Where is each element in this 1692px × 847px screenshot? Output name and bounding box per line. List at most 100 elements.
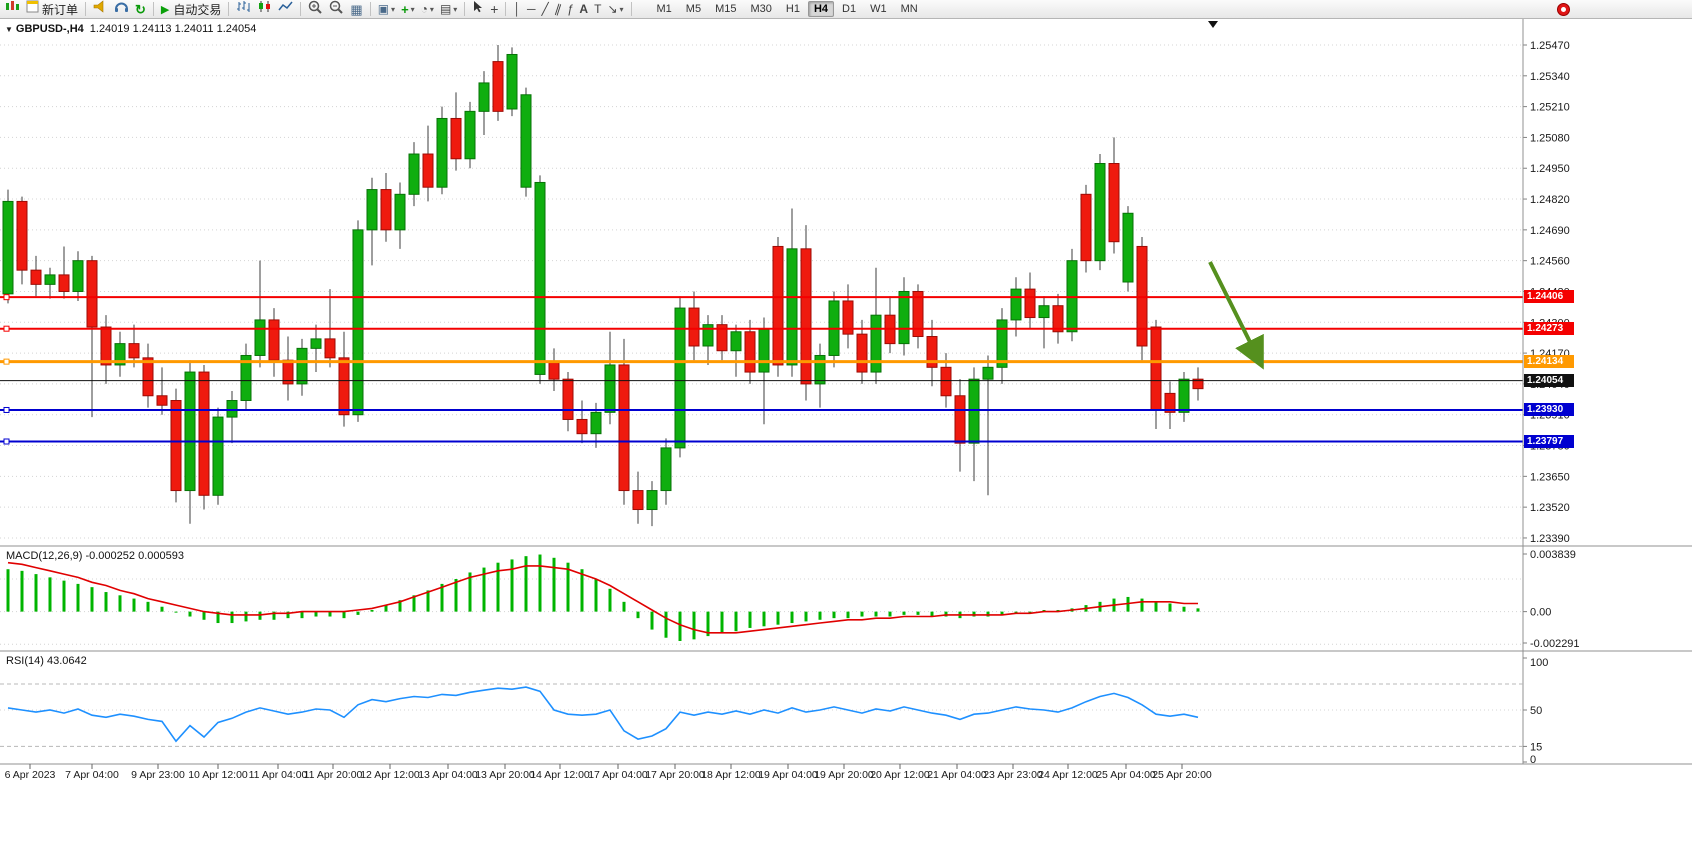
zoom-out-button[interactable] <box>326 0 347 17</box>
time-axis[interactable]: 6 Apr 2023 7 Apr 04:00 9 Apr 23:00 10 Apr 1… <box>5 764 1212 781</box>
chart-shift-marker[interactable] <box>1208 21 1218 28</box>
toolbar-separator <box>228 2 230 16</box>
horizontal-line-icon: ─ <box>526 1 536 16</box>
cascade-icon: ▣ <box>377 1 390 16</box>
fibonacci-button[interactable]: ƒ <box>564 1 577 17</box>
zoom-in-icon <box>308 0 323 19</box>
alerts-button[interactable] <box>90 0 111 17</box>
horizontal-line-button[interactable]: ─ <box>524 1 539 17</box>
svg-text:1.23910: 1.23910 <box>1530 410 1570 422</box>
svg-text:11 Apr 20:00: 11 Apr 20:00 <box>304 769 363 781</box>
svg-text:0.003839: 0.003839 <box>1530 549 1576 561</box>
candlestick-chart-button[interactable] <box>254 1 275 17</box>
support-button[interactable] <box>111 1 132 17</box>
dropdown-arrow-icon: ▾ <box>453 4 458 14</box>
trendline-button[interactable]: ╱ <box>539 1 552 17</box>
svg-text:1.24690: 1.24690 <box>1530 225 1570 237</box>
svg-text:1.23520: 1.23520 <box>1530 502 1570 514</box>
svg-text:50: 50 <box>1530 705 1542 717</box>
timeframe-button-W1[interactable]: W1 <box>870 3 887 15</box>
new-order-button[interactable]: 新订单 <box>23 0 81 18</box>
svg-text:1.24300: 1.24300 <box>1530 317 1570 329</box>
new-order-icon <box>26 0 39 18</box>
crosshair-icon: + <box>490 0 499 17</box>
cursor-icon <box>472 0 484 18</box>
main-toolbar: 新订单 ↻ ▶ 自动交易 ▦ ▣ ▾ <box>0 0 1692 19</box>
template-icon: ▤ <box>439 1 452 16</box>
svg-text:1.24430: 1.24430 <box>1530 286 1570 298</box>
crosshair-button[interactable]: + <box>487 1 501 17</box>
svg-text:1.25470: 1.25470 <box>1530 40 1570 52</box>
svg-text:12 Apr 12:00: 12 Apr 12:00 <box>360 769 420 781</box>
tile-windows-button[interactable]: ▦ <box>347 1 365 17</box>
toolbar-separator <box>630 2 632 16</box>
svg-text:11 Apr 04:00: 11 Apr 04:00 <box>249 769 308 781</box>
toolbar-separator <box>85 2 87 16</box>
arrow-tool-icon: ↘ <box>607 1 618 16</box>
auto-trading-button[interactable]: ▶ 自动交易 <box>158 1 224 17</box>
text-label-button[interactable]: T <box>591 1 604 17</box>
svg-text:25 Apr 04:00: 25 Apr 04:00 <box>1096 769 1156 781</box>
toolbar-separator <box>464 2 466 16</box>
svg-text:0: 0 <box>1530 754 1536 766</box>
dropdown-arrow-icon: ▾ <box>619 4 624 14</box>
timeframe-button-D1[interactable]: D1 <box>842 3 857 15</box>
timeframe-button-M30[interactable]: M30 <box>750 3 772 15</box>
horizontal-line-object[interactable] <box>0 438 1523 445</box>
svg-text:100: 100 <box>1530 657 1548 669</box>
toolbar-separator <box>369 2 371 16</box>
svg-text:19 Apr 04:00: 19 Apr 04:00 <box>758 769 818 781</box>
tile-windows-icon: ▦ <box>350 1 363 17</box>
timeframe-button-MN[interactable]: MN <box>900 3 918 15</box>
channel-button[interactable]: ∥ <box>552 1 564 17</box>
periods-button[interactable]: ◔ ▾ <box>418 1 437 17</box>
candlestick-series <box>2 45 1204 527</box>
notification-icon[interactable] <box>1557 3 1570 16</box>
timeframe-button-H4[interactable]: H4 <box>807 1 835 17</box>
svg-text:1.25080: 1.25080 <box>1530 132 1570 144</box>
svg-text:17 Apr 04:00: 17 Apr 04:00 <box>588 769 648 781</box>
horizontal-line-object[interactable] <box>0 325 1523 332</box>
timeframe-button-M1[interactable]: M1 <box>656 3 672 15</box>
svg-text:18 Apr 12:00: 18 Apr 12:00 <box>701 769 761 781</box>
svg-text:23 Apr 23:00: 23 Apr 23:00 <box>983 769 1043 781</box>
zoom-in-button[interactable] <box>305 0 326 19</box>
arrange-windows-button[interactable]: ▣ ▾ <box>375 1 398 17</box>
label-icon: T <box>594 1 602 16</box>
cursor-button[interactable] <box>469 1 487 17</box>
macd-signal-line <box>7 561 1198 634</box>
timeframe-button-M5[interactable]: M5 <box>685 3 702 15</box>
svg-text:13 Apr 04:00: 13 Apr 04:00 <box>418 769 478 781</box>
vertical-line-icon: │ <box>513 1 521 16</box>
svg-text:1.25340: 1.25340 <box>1530 71 1570 83</box>
annotation-arrow[interactable] <box>1208 261 1264 370</box>
svg-text:6 Apr 2023: 6 Apr 2023 <box>5 769 56 781</box>
text-button[interactable]: A <box>576 1 591 17</box>
timeframe-button-H1[interactable]: H1 <box>785 3 800 15</box>
line-chart-button[interactable] <box>275 1 296 17</box>
svg-text:20 Apr 12:00: 20 Apr 12:00 <box>870 769 930 781</box>
svg-text:1.25210: 1.25210 <box>1530 102 1570 114</box>
templates-button[interactable]: ▤ ▾ <box>437 1 460 17</box>
bar-chart-button[interactable] <box>233 1 254 17</box>
vertical-line-button[interactable]: │ <box>510 1 524 17</box>
trendline-icon: ╱ <box>541 1 549 16</box>
svg-text:24 Apr 12:00: 24 Apr 12:00 <box>1038 769 1098 781</box>
horizontal-line-object[interactable] <box>0 358 1523 365</box>
new-chart-button[interactable] <box>2 1 23 17</box>
refresh-button[interactable]: ↻ <box>132 1 149 17</box>
horizontal-line-object[interactable] <box>0 294 1523 301</box>
horizontal-line-object[interactable] <box>0 406 1523 413</box>
indicators-button[interactable]: + ▾ <box>398 1 418 17</box>
dropdown-arrow-icon: ▾ <box>429 4 434 14</box>
arrows-button[interactable]: ↘ ▾ <box>604 1 626 17</box>
svg-text:17 Apr 20:00: 17 Apr 20:00 <box>645 769 705 781</box>
refresh-icon: ↻ <box>135 1 146 17</box>
svg-text:1.24170: 1.24170 <box>1530 348 1570 360</box>
svg-text:13 Apr 20:00: 13 Apr 20:00 <box>475 769 535 781</box>
svg-text:9 Apr 23:00: 9 Apr 23:00 <box>131 769 185 781</box>
svg-text:-0.002291: -0.002291 <box>1530 638 1580 650</box>
timeframe-button-M15[interactable]: M15 <box>715 3 737 15</box>
